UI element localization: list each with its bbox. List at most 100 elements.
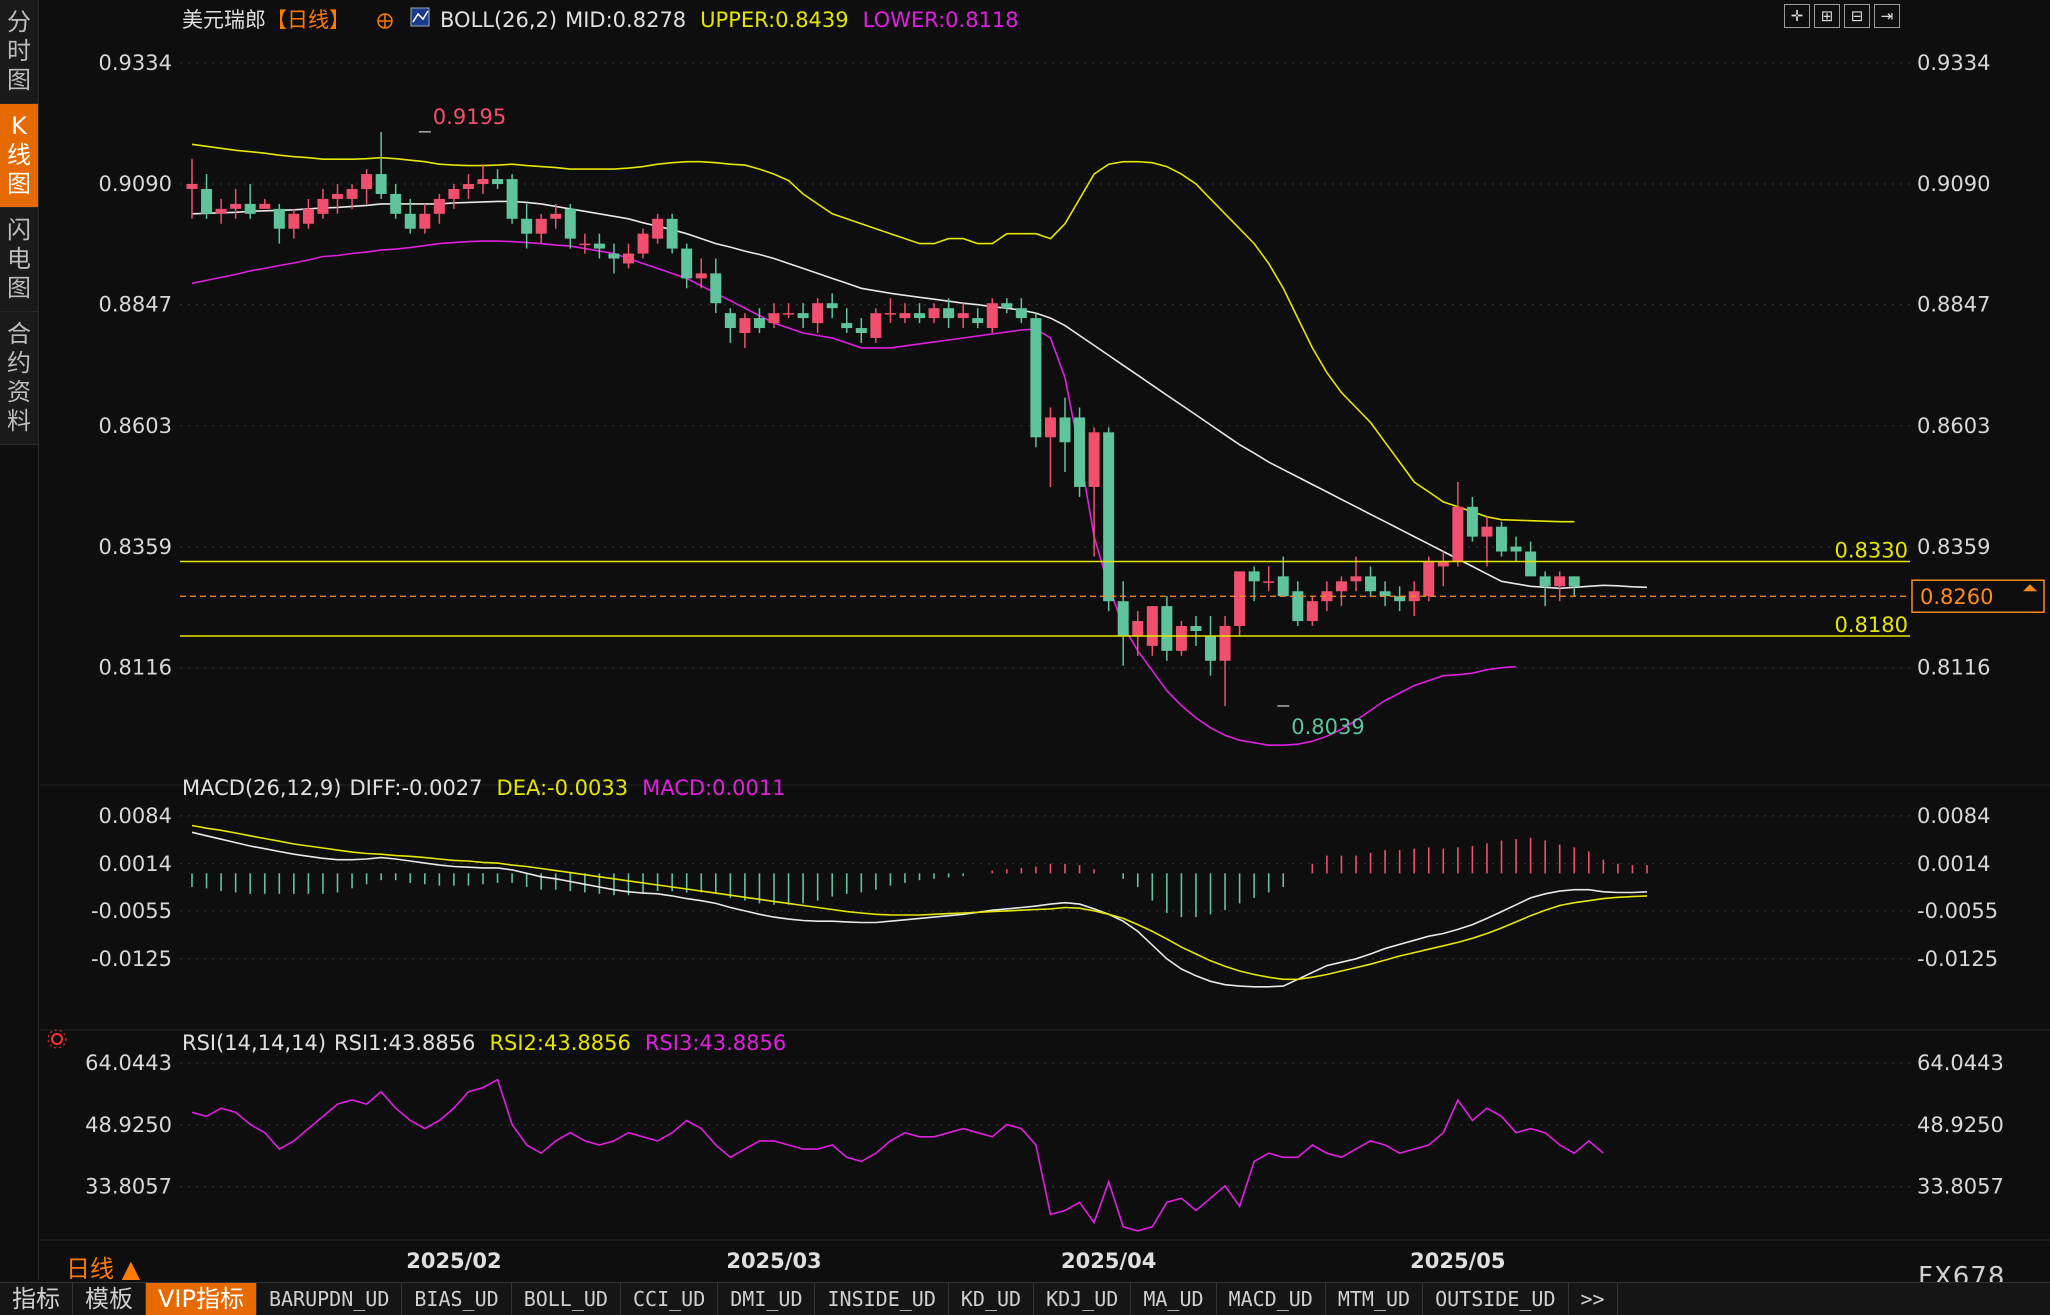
macd-tick-left: -0.0055 <box>91 899 172 923</box>
candle-body <box>1001 303 1013 309</box>
indicator-tab[interactable]: 指标 <box>0 1283 73 1315</box>
candle-body <box>884 313 896 315</box>
candle-body <box>1568 576 1580 587</box>
candle-body <box>1379 591 1391 597</box>
price-tick-left: 0.8359 <box>99 535 172 559</box>
candle-body <box>914 313 925 319</box>
candle-body <box>215 208 227 214</box>
svg-text:美元瑞郎【日线】: 美元瑞郎【日线】 <box>182 8 350 32</box>
period-selector[interactable]: 日线 ▲ <box>66 1255 141 1283</box>
candle-body <box>957 313 969 319</box>
tab-boll[interactable]: BOLL_UD <box>512 1283 621 1315</box>
candle-body <box>1030 318 1042 438</box>
price-tick-right: 0.8359 <box>1917 535 1990 559</box>
x-tick-label: 2025/04 <box>1061 1249 1156 1273</box>
template-tab[interactable]: 模板 <box>73 1283 146 1315</box>
price-tick-left: 0.9090 <box>99 172 172 196</box>
rsi-tick-left: 48.9250 <box>85 1113 172 1137</box>
candles <box>186 131 1580 706</box>
boll-lower-line <box>191 240 1517 747</box>
macd-tick-right: 0.0084 <box>1917 804 1990 828</box>
indicator-icon[interactable] <box>410 7 430 27</box>
candle-body <box>768 313 780 324</box>
tab-kdj[interactable]: KDJ_UD <box>1034 1283 1132 1315</box>
candle-body <box>972 318 984 324</box>
crosshair-icon[interactable]: ✛ <box>1784 4 1810 28</box>
tab-cci[interactable]: CCI_UD <box>621 1283 719 1315</box>
level-label: 0.8330 <box>1835 538 1908 562</box>
candle-body <box>1059 417 1071 443</box>
tab-contract-info[interactable]: 合约资料 <box>0 312 38 445</box>
current-price-label: 0.8260 <box>1920 585 1993 609</box>
candle-body <box>783 313 795 315</box>
tab-kline-chart[interactable]: K线图 <box>0 104 38 208</box>
candle-body <box>666 218 678 249</box>
tab-bias[interactable]: BIAS_UD <box>402 1283 512 1315</box>
candle-body <box>244 203 256 214</box>
price-tick-right: 0.8116 <box>1917 656 1990 680</box>
settings-icon[interactable] <box>377 13 393 29</box>
boll-upper-line <box>191 143 1575 523</box>
candle-body <box>1074 417 1086 487</box>
candle-body <box>1234 571 1246 627</box>
tab-outside[interactable]: OUTSIDE_UD <box>1423 1283 1569 1315</box>
candle-body <box>332 193 343 199</box>
candle-body <box>1335 581 1347 592</box>
rsi2-value: RSI2:43.8856 <box>489 1031 630 1055</box>
tab-barupdn[interactable]: BARUPDN_UD <box>257 1283 403 1315</box>
tab-ma[interactable]: MA_UD <box>1131 1283 1217 1315</box>
period-tag: 【日线】 <box>266 8 350 32</box>
candle-body <box>652 218 664 239</box>
candle-body <box>943 308 955 319</box>
rsi-tick-left: 64.0443 <box>85 1051 172 1075</box>
sun-icon[interactable] <box>47 1029 67 1049</box>
more-tabs-button[interactable]: >> <box>1569 1283 1618 1315</box>
candle-body <box>1496 526 1507 552</box>
candle-body <box>1190 626 1202 631</box>
price-tick-left: 0.8603 <box>99 414 172 438</box>
candle-body <box>273 208 285 229</box>
macd-tick-right: -0.0055 <box>1917 899 1998 923</box>
macd-panel <box>191 824 1648 988</box>
low-label: 0.8039 <box>1291 715 1364 739</box>
macd-tick-right: 0.0014 <box>1917 852 1990 876</box>
vip-indicator-tab[interactable]: VIP指标 <box>146 1283 257 1315</box>
candle-body <box>870 313 882 338</box>
tab-mtm[interactable]: MTM_UD <box>1326 1283 1424 1315</box>
price-tick-right: 0.9334 <box>1917 51 1990 75</box>
tab-macd[interactable]: MACD_UD <box>1217 1283 1326 1315</box>
current-price-marker <box>2023 584 2037 592</box>
zoom-in-icon[interactable]: ⊞ <box>1814 4 1840 28</box>
candle-body <box>521 218 533 234</box>
x-tick-label: 2025/05 <box>1410 1249 1505 1273</box>
tab-flash-chart[interactable]: 闪电图 <box>0 208 38 312</box>
candle-body <box>506 179 518 219</box>
candle-body <box>753 318 765 329</box>
tab-time-chart[interactable]: 分时图 <box>0 0 38 104</box>
boll-lower-value: LOWER:0.8118 <box>863 8 1019 32</box>
candle-body <box>1161 606 1173 651</box>
zoom-out-icon[interactable]: ⊟ <box>1844 4 1870 28</box>
tab-dmi[interactable]: DMI_UD <box>718 1283 816 1315</box>
candle-body <box>564 208 576 239</box>
tab-kd[interactable]: KD_UD <box>949 1283 1035 1315</box>
candle-body <box>899 313 911 319</box>
candle-body <box>695 273 707 279</box>
candle-body <box>593 243 605 249</box>
candle-body <box>390 193 402 214</box>
macd-name: MACD(26,12,9) <box>182 776 342 800</box>
scroll-right-icon[interactable]: ⇥ <box>1874 4 1900 28</box>
tab-inside[interactable]: INSIDE_UD <box>815 1283 949 1315</box>
candle-body <box>302 208 314 224</box>
price-tick-right: 0.8603 <box>1917 414 1990 438</box>
candle-body <box>608 253 620 259</box>
boll-mid-value: MID:0.8278 <box>565 8 686 32</box>
macd-dea-value: DEA:-0.0033 <box>497 776 629 800</box>
candle-body <box>1015 308 1027 319</box>
candle-body <box>186 184 198 189</box>
candle-body <box>1117 601 1129 636</box>
boll-name: BOLL(26,2) <box>440 8 557 32</box>
rsi3-value: RSI3:43.8856 <box>645 1031 786 1055</box>
